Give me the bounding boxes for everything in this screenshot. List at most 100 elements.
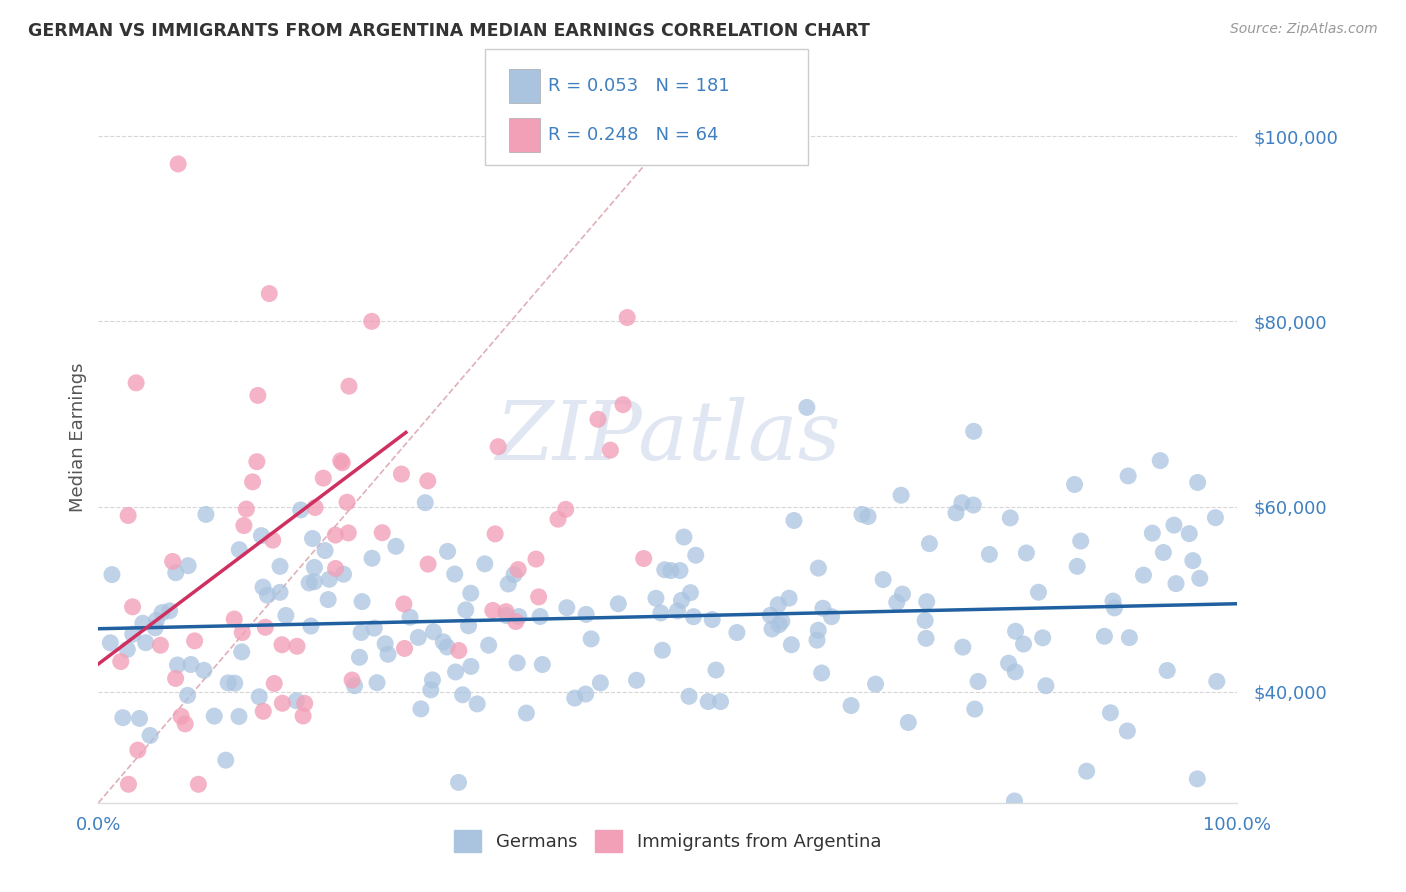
Point: [1000, 511, 1022, 525]
Point: [626, 673, 648, 688]
Point: [128, 711, 150, 725]
Point: [579, 632, 602, 646]
Point: [495, 608, 517, 623]
Point: [444, 665, 467, 679]
Point: [575, 687, 598, 701]
Point: [589, 676, 612, 690]
Point: [352, 594, 374, 608]
Point: [419, 682, 441, 697]
Point: [217, 676, 239, 690]
Point: [495, 605, 517, 619]
Point: [135, 635, 157, 649]
Point: [177, 558, 200, 573]
Point: [314, 543, 336, 558]
Point: [1181, 554, 1204, 568]
Point: [1032, 631, 1054, 645]
Point: [897, 715, 920, 730]
Point: [325, 561, 347, 575]
Point: [915, 632, 938, 646]
Point: [271, 696, 294, 710]
Point: [451, 688, 474, 702]
Point: [1178, 526, 1201, 541]
Point: [945, 506, 967, 520]
Point: [918, 536, 941, 550]
Point: [820, 609, 842, 624]
Point: [1070, 534, 1092, 549]
Point: [612, 398, 634, 412]
Point: [669, 564, 692, 578]
Point: [385, 539, 408, 553]
Point: [1116, 723, 1139, 738]
Point: [702, 613, 724, 627]
Point: [374, 637, 396, 651]
Point: [170, 709, 193, 723]
Point: [242, 475, 264, 489]
Point: [685, 548, 707, 562]
Point: [672, 530, 695, 544]
Point: [332, 567, 354, 582]
Point: [101, 567, 124, 582]
Point: [443, 567, 465, 582]
Point: [1004, 665, 1026, 679]
Point: [839, 698, 862, 713]
Point: [231, 625, 253, 640]
Point: [1076, 764, 1098, 779]
Point: [1163, 518, 1185, 533]
Point: [1035, 679, 1057, 693]
Point: [301, 532, 323, 546]
Point: [377, 647, 399, 661]
Point: [527, 590, 550, 604]
Point: [659, 564, 682, 578]
Point: [1004, 624, 1026, 639]
Point: [422, 673, 444, 687]
Point: [679, 585, 702, 599]
Point: [149, 638, 172, 652]
Point: [349, 650, 371, 665]
Point: [121, 599, 143, 614]
Point: [193, 663, 215, 677]
Point: [1012, 637, 1035, 651]
Point: [503, 567, 526, 582]
Point: [505, 615, 527, 629]
Point: [259, 286, 281, 301]
Point: [474, 557, 496, 571]
Point: [363, 621, 385, 635]
Point: [447, 775, 470, 789]
Point: [1187, 772, 1209, 786]
Point: [1188, 571, 1211, 585]
Point: [616, 310, 638, 325]
Point: [950, 496, 973, 510]
Point: [872, 573, 894, 587]
Point: [183, 633, 205, 648]
Point: [645, 591, 668, 606]
Point: [1204, 510, 1226, 524]
Point: [498, 577, 520, 591]
Point: [392, 597, 415, 611]
Point: [796, 401, 818, 415]
Point: [125, 376, 148, 390]
Point: [312, 471, 335, 485]
Point: [682, 609, 704, 624]
Point: [176, 689, 198, 703]
Point: [145, 613, 167, 627]
Text: Source: ZipAtlas.com: Source: ZipAtlas.com: [1230, 22, 1378, 37]
Point: [967, 674, 990, 689]
Point: [98, 636, 121, 650]
Point: [709, 695, 731, 709]
Point: [768, 617, 790, 632]
Point: [1205, 674, 1227, 689]
Point: [127, 743, 149, 757]
Point: [678, 690, 700, 704]
Point: [336, 495, 359, 509]
Point: [224, 612, 246, 626]
Point: [162, 554, 184, 568]
Point: [599, 443, 621, 458]
Point: [1004, 794, 1026, 808]
Point: [607, 597, 630, 611]
Point: [807, 561, 830, 575]
Point: [671, 593, 693, 607]
Point: [235, 502, 257, 516]
Point: [666, 604, 689, 618]
Point: [633, 551, 655, 566]
Point: [531, 657, 554, 672]
